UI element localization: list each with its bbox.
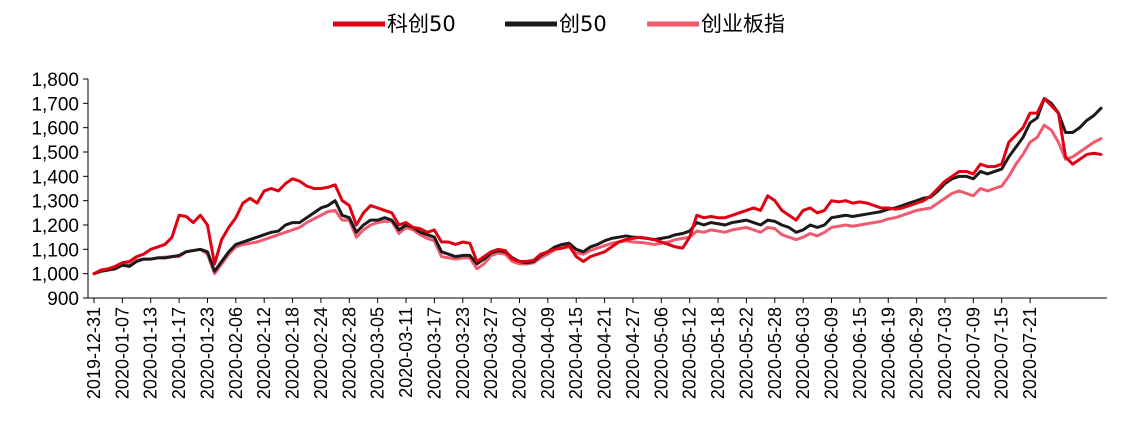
y-tick-label: 1,600 — [31, 119, 79, 140]
x-tick-label: 2020-03-17 — [424, 307, 444, 399]
x-tick-label: 2020-03-27 — [481, 307, 501, 399]
x-tick-label: 2020-03-23 — [453, 307, 473, 399]
legend: 科创50 创50 创业板指 — [333, 12, 785, 36]
x-tick-label: 2020-02-12 — [254, 307, 274, 399]
y-tick-label: 1,000 — [31, 265, 79, 286]
x-tick-label: 2020-05-28 — [765, 307, 785, 399]
legend-label-1: 创50 — [559, 12, 607, 36]
x-tick-label: 2020-05-22 — [736, 307, 756, 399]
x-tick-label: 2020-01-13 — [141, 307, 161, 399]
x-tick-label: 2020-01-17 — [169, 307, 189, 399]
x-tick-label: 2020-06-19 — [878, 307, 898, 399]
series-line-0 — [92, 96, 1103, 276]
x-tick-label: 2020-06-03 — [793, 307, 813, 399]
x-tick-label: 2020-05-12 — [680, 307, 700, 399]
x-tick-label: 2019-12-31 — [84, 307, 104, 399]
x-tick-label: 2020-01-23 — [197, 307, 217, 399]
x-tick-label: 2020-06-09 — [822, 307, 842, 399]
x-tick-label: 2020-04-27 — [623, 307, 643, 399]
y-tick-label: 1,500 — [31, 143, 79, 164]
legend-label-2: 创业板指 — [701, 12, 785, 36]
x-tick-label: 2020-04-21 — [595, 307, 615, 399]
legend-label-0: 科创50 — [387, 12, 456, 36]
x-tick-label: 2020-04-15 — [566, 307, 586, 399]
x-tick-label: 2020-04-09 — [538, 307, 558, 399]
y-tick-label: 1,700 — [31, 94, 79, 115]
y-tick-label: 900 — [47, 289, 79, 310]
x-tick-label: 2020-07-21 — [1020, 307, 1040, 399]
x-tick-label: 2020-07-09 — [963, 307, 983, 399]
x-tick-label: 2020-02-24 — [311, 307, 331, 399]
series-layer — [92, 96, 1103, 276]
series-line-2 — [92, 123, 1103, 276]
x-tick-label: 2020-03-05 — [368, 307, 388, 399]
x-tick-label: 2020-06-29 — [907, 307, 927, 399]
y-axis: 900 1,000 1,100 1,200 1,300 1,400 1,500 1,600 1,… — [31, 70, 89, 310]
y-tick-label: 1,800 — [31, 70, 79, 91]
x-tick-label: 2020-07-03 — [935, 307, 955, 399]
x-tick-label: 2020-02-18 — [283, 307, 303, 399]
x-axis: 2019-12-31 2020-01-07 2020-01-13 2020-01-17… — [84, 297, 1107, 399]
y-tick-label: 1,200 — [31, 216, 79, 237]
x-tick-label: 2020-05-06 — [651, 307, 671, 399]
x-tick-label: 2020-02-06 — [226, 307, 246, 399]
y-tick-label: 1,100 — [31, 240, 79, 261]
y-tick-label: 1,400 — [31, 167, 79, 188]
x-tick-label: 2020-02-28 — [339, 307, 359, 399]
x-tick-label: 2020-07-15 — [992, 307, 1012, 399]
x-tick-label: 2020-03-11 — [396, 307, 416, 398]
x-tick-label: 2020-05-18 — [708, 307, 728, 399]
y-tick-label: 1,300 — [31, 192, 79, 213]
x-tick-label: 2020-04-02 — [509, 307, 529, 399]
x-tick-label: 2020-01-07 — [112, 307, 132, 399]
x-tick-label: 2020-06-15 — [850, 307, 870, 399]
